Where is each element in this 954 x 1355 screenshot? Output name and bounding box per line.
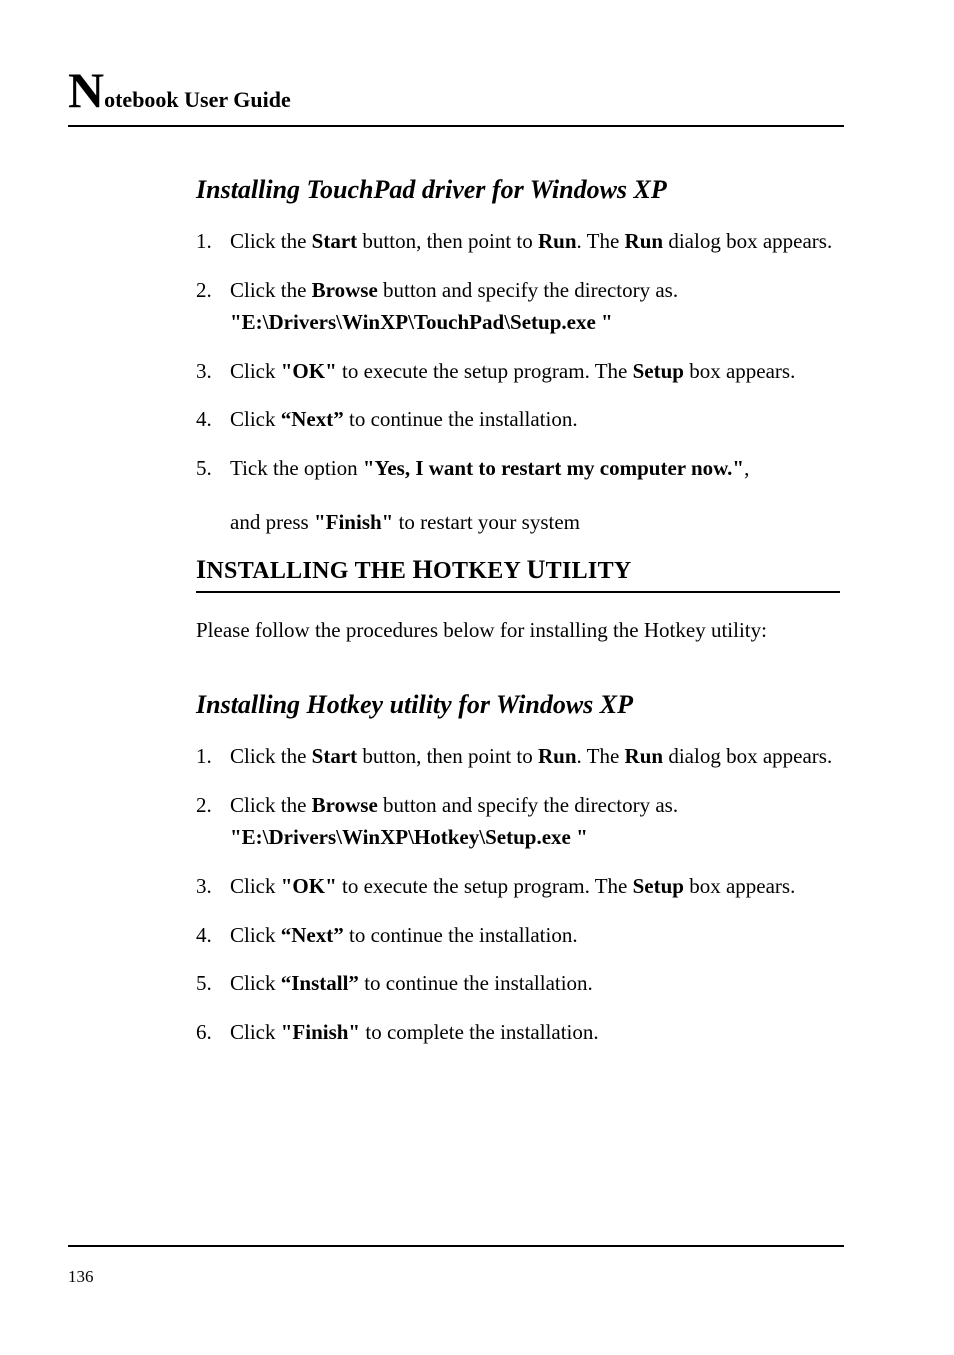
section2-intro: Please follow the procedures below for i… bbox=[196, 615, 840, 647]
list-item: Click “Next” to continue the installatio… bbox=[196, 919, 840, 952]
heading-lead: H bbox=[412, 555, 433, 584]
list-item: Click the Start button, then point to Ru… bbox=[196, 225, 840, 258]
heading-rest: OTKEY bbox=[433, 558, 527, 584]
header-title-line: N otebook User Guide bbox=[68, 65, 844, 117]
step-bold: "Finish" bbox=[314, 510, 393, 534]
step-path: "E:\Drivers\WinXP\Hotkey\Setup.exe " bbox=[230, 825, 588, 849]
step-text: Click the bbox=[230, 744, 312, 768]
step-text: dialog box appears. bbox=[663, 229, 832, 253]
step-text: to execute the setup program. The bbox=[337, 359, 633, 383]
step-text: Click bbox=[230, 923, 281, 947]
step-text: button and specify the directory as. bbox=[378, 278, 678, 302]
list-item: Click "Finish" to complete the installat… bbox=[196, 1016, 840, 1049]
header-dropcap: N bbox=[68, 65, 104, 115]
section2-heading: INSTALLING THE HOTKEY UTILITY bbox=[196, 555, 840, 593]
step-text: dialog box appears. bbox=[663, 744, 832, 768]
list-item: Click the Start button, then point to Ru… bbox=[196, 740, 840, 773]
step-text: box appears. bbox=[684, 359, 795, 383]
step-bold: Run bbox=[625, 229, 664, 253]
step-text: Click the bbox=[230, 278, 312, 302]
step-bold: Browse bbox=[312, 278, 378, 302]
step-text: box appears. bbox=[684, 874, 795, 898]
content-area: Installing TouchPad driver for Windows X… bbox=[68, 175, 844, 1048]
step-bold: “Install” bbox=[281, 971, 359, 995]
heading-rest: NSTALLING THE bbox=[206, 558, 412, 584]
section2-steps: Click the Start button, then point to Ru… bbox=[196, 740, 840, 1048]
step-text: . The bbox=[577, 744, 625, 768]
step-bold: Setup bbox=[633, 359, 684, 383]
step-text: to restart your system bbox=[393, 510, 580, 534]
list-item: Click "OK" to execute the setup program.… bbox=[196, 870, 840, 903]
step-text: to execute the setup program. The bbox=[337, 874, 633, 898]
step-bold: Start bbox=[312, 229, 358, 253]
step-bold: "Finish" bbox=[281, 1020, 360, 1044]
step-path: "E:\Drivers\WinXP\TouchPad\Setup.exe " bbox=[230, 310, 613, 334]
heading-lead: I bbox=[196, 555, 206, 584]
section1-heading: Installing TouchPad driver for Windows X… bbox=[196, 175, 840, 205]
list-item: Click “Install” to continue the installa… bbox=[196, 967, 840, 1000]
list-item: Tick the option "Yes, I want to restart … bbox=[196, 452, 840, 539]
step-text: Tick the option bbox=[230, 456, 363, 480]
step-bold: "OK" bbox=[281, 359, 337, 383]
step-bold: Run bbox=[538, 229, 577, 253]
step-text: Click the bbox=[230, 229, 312, 253]
step-text: Click bbox=[230, 874, 281, 898]
heading-lead: U bbox=[527, 555, 546, 584]
step-text: Click bbox=[230, 359, 281, 383]
list-item: Click the Browse button and specify the … bbox=[196, 789, 840, 854]
section1-steps: Click the Start button, then point to Ru… bbox=[196, 225, 840, 539]
section2-subheading: Installing Hotkey utility for Windows XP bbox=[196, 690, 840, 720]
page-container: N otebook User Guide Installing TouchPad… bbox=[0, 0, 954, 1048]
list-item: Click “Next” to continue the installatio… bbox=[196, 403, 840, 436]
step-text: Click the bbox=[230, 793, 312, 817]
step-bold: “Next” bbox=[281, 407, 344, 431]
step-text: to continue the installation. bbox=[344, 923, 578, 947]
step-text: button, then point to bbox=[357, 744, 538, 768]
step-text: to continue the installation. bbox=[359, 971, 593, 995]
page-header: N otebook User Guide bbox=[68, 65, 844, 127]
step-text: button and specify the directory as. bbox=[378, 793, 678, 817]
step-bold: “Next” bbox=[281, 923, 344, 947]
step-text: to complete the installation. bbox=[360, 1020, 599, 1044]
step-bold: Setup bbox=[633, 874, 684, 898]
step-bold: "OK" bbox=[281, 874, 337, 898]
step-text: . The bbox=[577, 229, 625, 253]
step-bold: "Yes, I want to restart my computer now.… bbox=[363, 456, 744, 480]
step-text: Click bbox=[230, 1020, 281, 1044]
step-text: and press bbox=[230, 510, 314, 534]
heading-rest: TILITY bbox=[546, 558, 632, 584]
step-bold: Run bbox=[625, 744, 664, 768]
step-text: Click bbox=[230, 407, 281, 431]
step-text: , bbox=[744, 456, 749, 480]
list-item: Click the Browse button and specify the … bbox=[196, 274, 840, 339]
step-text: button, then point to bbox=[357, 229, 538, 253]
step-bold: Start bbox=[312, 744, 358, 768]
step-text: Click bbox=[230, 971, 281, 995]
step-continuation: and press "Finish" to restart your syste… bbox=[230, 506, 840, 539]
header-text: otebook User Guide bbox=[104, 87, 291, 117]
step-bold: Browse bbox=[312, 793, 378, 817]
page-number: 136 bbox=[68, 1267, 94, 1286]
page-footer: 136 bbox=[68, 1245, 844, 1287]
list-item: Click "OK" to execute the setup program.… bbox=[196, 355, 840, 388]
step-bold: Run bbox=[538, 744, 577, 768]
step-text: to continue the installation. bbox=[344, 407, 578, 431]
